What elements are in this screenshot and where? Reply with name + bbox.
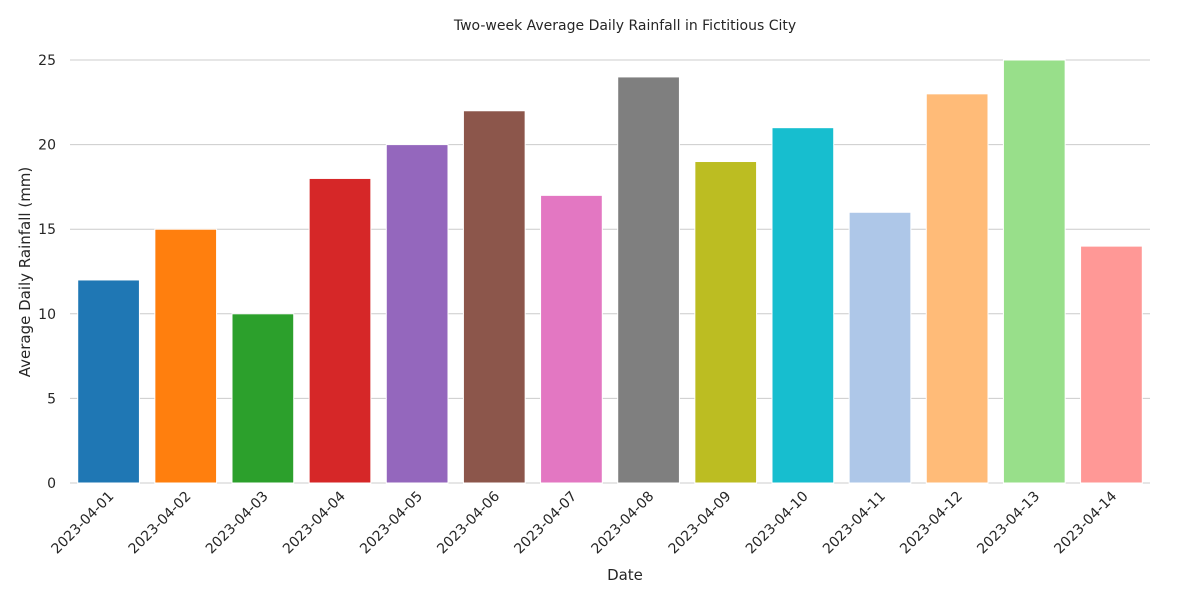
x-tick-label: 2023-04-06: [434, 488, 503, 557]
x-tick-label: 2023-04-04: [280, 488, 349, 557]
y-tick-label: 25: [38, 53, 56, 69]
bar-2023-04-10: [771, 127, 835, 484]
x-tick-label: 2023-04-08: [589, 489, 658, 558]
x-tick-label: 2023-04-02: [126, 489, 195, 558]
x-tick-label: 2023-04-09: [666, 489, 735, 558]
bar-2023-04-09: [694, 161, 758, 484]
bar-2023-04-07: [540, 194, 603, 484]
y-tick-label: 20: [38, 138, 56, 154]
bar-2023-04-12: [925, 93, 989, 484]
bar-2023-04-11: [848, 211, 912, 484]
x-tick-label: 2023-04-11: [820, 489, 889, 558]
x-tick-label: 2023-04-13: [974, 489, 1043, 558]
y-tick-labels: 0 5 10 15 20 25: [38, 53, 56, 492]
bar-2023-04-04: [308, 177, 372, 484]
bar-2023-04-02: [154, 228, 218, 484]
x-tick-label: 2023-04-01: [49, 489, 118, 558]
y-tick-label: 5: [47, 391, 56, 407]
x-axis-label: Date: [607, 566, 643, 584]
bar-2023-04-06: [462, 110, 526, 484]
bar-2023-04-08: [617, 76, 680, 484]
y-tick-label: 0: [47, 476, 56, 492]
y-axis-label: Average Daily Rainfall (mm): [16, 167, 34, 378]
x-tick-label: 2023-04-03: [203, 489, 272, 558]
bar-2023-04-14: [1080, 245, 1143, 484]
x-tick-label: 2023-04-14: [1051, 488, 1120, 557]
y-tick-label: 10: [38, 307, 56, 323]
chart-title: Two-week Average Daily Rainfall in Ficti…: [453, 18, 796, 34]
bars: [77, 59, 1143, 484]
x-tick-label: 2023-04-12: [897, 489, 966, 558]
bar-2023-04-13: [1002, 59, 1066, 484]
x-tick-label: 2023-04-05: [357, 489, 426, 558]
bar-2023-04-05: [385, 144, 449, 484]
x-tick-labels: 2023-04-01 2023-04-02 2023-04-03 2023-04-04…: [49, 488, 1121, 557]
x-tick-label: 2023-04-10: [743, 489, 812, 558]
bar-2023-04-03: [231, 313, 295, 484]
x-tick-label: 2023-04-07: [511, 489, 580, 558]
bar-2023-04-01: [77, 279, 140, 484]
y-tick-label: 15: [38, 222, 56, 238]
